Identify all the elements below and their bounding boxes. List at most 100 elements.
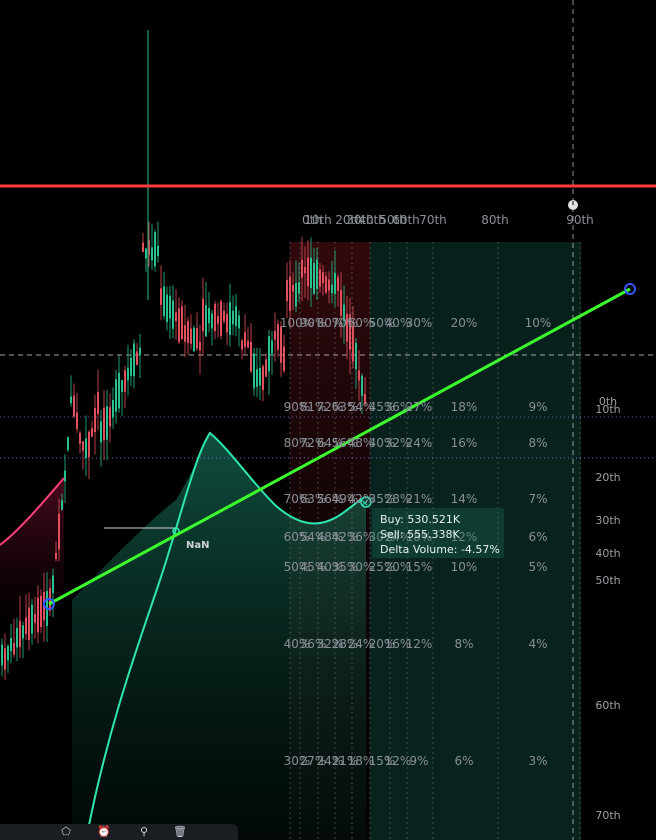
candle-body xyxy=(97,391,99,414)
percentile-cell: 36% xyxy=(385,400,412,414)
candle-body xyxy=(328,279,330,291)
percentile-cell: 40% xyxy=(369,436,396,450)
tooltip-sell: Sell: 555.338K xyxy=(380,528,460,541)
trend-line-end-handle[interactable] xyxy=(624,283,636,295)
percentile-cell: 5% xyxy=(528,560,547,574)
percentile-cell: 56% xyxy=(317,492,344,506)
candle-body xyxy=(274,331,276,340)
candle-body xyxy=(130,357,132,376)
trend-line-start-handle[interactable] xyxy=(43,598,55,610)
candlesticks xyxy=(1,30,366,680)
alarm-icon[interactable]: ⏰ xyxy=(97,825,111,838)
candle-body xyxy=(184,325,186,342)
percentile-cell: 8% xyxy=(528,436,547,450)
candle-body xyxy=(112,399,114,418)
percentile-cell: 49% xyxy=(332,492,359,506)
candle-body xyxy=(187,320,189,344)
percentile-cell: 9% xyxy=(409,754,428,768)
candle-body xyxy=(178,308,180,343)
candle-body xyxy=(10,638,12,652)
candle-body xyxy=(226,313,228,333)
candle-body xyxy=(310,257,312,289)
percentile-cell: 18% xyxy=(406,530,433,544)
percentile-cell: 24% xyxy=(406,436,433,450)
percentile-header: 40th xyxy=(358,213,386,227)
candle-body xyxy=(259,367,261,386)
candle-body xyxy=(214,303,216,332)
candle-body xyxy=(292,285,294,292)
percentile-header: 0th xyxy=(302,213,322,227)
candle-body xyxy=(82,441,84,451)
candle-body xyxy=(319,269,321,287)
tooltip-delta: Delta Volume: -4.57% xyxy=(380,543,500,556)
percentile-cell: 14% xyxy=(451,492,478,506)
candle-body xyxy=(76,412,78,430)
candle-body xyxy=(232,310,234,325)
percentile-cell: 16% xyxy=(451,436,478,450)
percentile-cell: 40% xyxy=(284,637,311,651)
right-axis-label: 70th xyxy=(595,809,620,822)
percentile-cell: 80% xyxy=(284,436,311,450)
shapes-icon[interactable]: ⬠ xyxy=(61,825,71,838)
percentile-cell: 15% xyxy=(369,754,396,768)
percentile-cell: 24% xyxy=(317,754,344,768)
candle-body xyxy=(115,379,117,412)
percentile-cell: 32% xyxy=(317,637,344,651)
candle-body xyxy=(223,310,225,322)
candle-body xyxy=(241,340,243,350)
candle-body xyxy=(244,332,246,347)
candle-body xyxy=(34,613,36,623)
candle-body xyxy=(40,595,42,627)
right-axis-label: 10th xyxy=(595,403,620,416)
trend-line[interactable] xyxy=(48,287,631,606)
percentile-cell: 20% xyxy=(369,637,396,651)
trash-icon[interactable]: 🗑 xyxy=(173,825,187,838)
candle-body xyxy=(229,302,231,335)
percentile-cell: 20% xyxy=(385,560,412,574)
candle-body xyxy=(325,276,327,293)
candle-body xyxy=(307,257,309,287)
candle-body xyxy=(154,231,156,267)
candle-body xyxy=(64,470,66,482)
candle-body xyxy=(301,259,303,278)
pin-icon[interactable]: ⚲ xyxy=(139,825,149,838)
candle-body xyxy=(124,370,126,392)
candle-body xyxy=(142,242,144,252)
candle-body xyxy=(277,324,279,350)
percentile-header: 90th xyxy=(566,213,594,227)
percentile-cell: 64% xyxy=(317,436,344,450)
percentile-cell: 35% xyxy=(332,560,359,574)
candle-body xyxy=(133,343,135,377)
candle-body xyxy=(22,625,24,639)
percentile-cell: 45% xyxy=(300,560,327,574)
candle-body xyxy=(37,597,39,633)
candle-body xyxy=(181,306,183,340)
candle-body xyxy=(322,272,324,284)
percentile-cell: 6% xyxy=(528,530,547,544)
percentile-cell: 28% xyxy=(385,492,412,506)
percentile-header: 70th xyxy=(419,213,447,227)
candle-body xyxy=(343,304,345,322)
candle-body xyxy=(139,347,141,356)
candle-body xyxy=(121,380,123,393)
percentile-cell: 63% xyxy=(332,400,359,414)
percentile-cell: 48% xyxy=(348,436,375,450)
percentile-cell: 30% xyxy=(348,560,375,574)
candle-body xyxy=(286,280,288,302)
percentile-cell: 50% xyxy=(369,316,396,330)
candle-body xyxy=(262,366,264,391)
candle-body xyxy=(217,316,219,324)
percentile-cell: 16% xyxy=(385,637,412,651)
candle-body xyxy=(313,262,315,294)
candle-body xyxy=(298,282,300,294)
envelope-fill xyxy=(0,478,64,620)
candle-body xyxy=(166,294,168,322)
percentile-cell: 3% xyxy=(528,754,547,768)
candle-body xyxy=(31,604,33,634)
candle-body xyxy=(151,247,153,261)
percentile-cell: 80% xyxy=(317,316,344,330)
percentile-cell: 9% xyxy=(528,400,547,414)
percentile-cell: 12% xyxy=(406,637,433,651)
percentile-cell: 27% xyxy=(406,400,433,414)
